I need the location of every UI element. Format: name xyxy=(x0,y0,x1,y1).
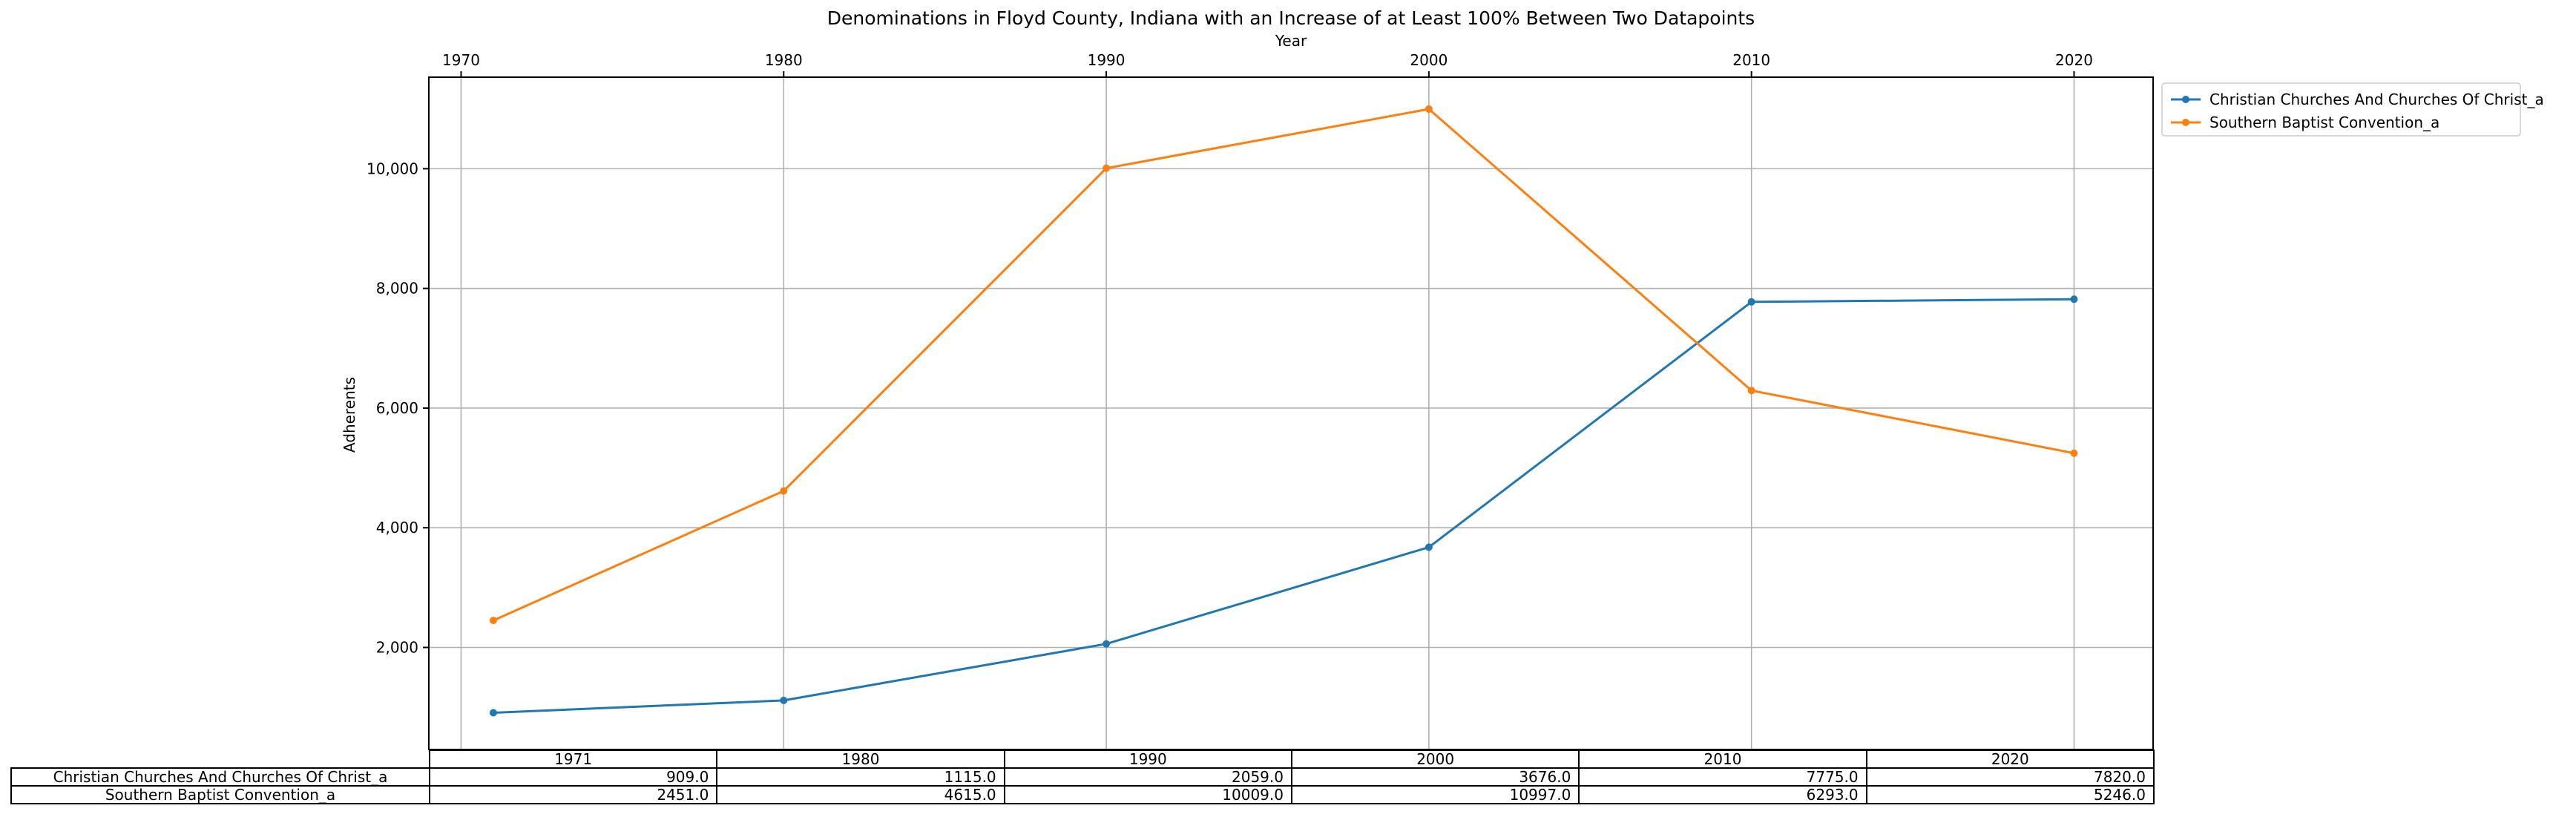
table-header-row: 1971 1980 1990 2000 2010 2020 xyxy=(11,749,2155,769)
legend: Christian Churches And Churches Of Chris… xyxy=(2161,82,2544,137)
y-tick-label: 2,000 xyxy=(376,639,418,657)
table-cell: 10009.0 xyxy=(1003,785,1292,804)
table-row: Christian Churches And Churches Of Chris… xyxy=(10,767,2155,787)
legend-swatch-marker xyxy=(2182,96,2189,103)
table-column-header: 1990 xyxy=(1003,749,1292,769)
data-point xyxy=(1747,298,1755,306)
x-tick-label: 1980 xyxy=(765,51,803,69)
table-row-label: Christian Churches And Churches Of Chris… xyxy=(10,767,430,787)
data-point xyxy=(1425,543,1433,551)
series-line-1 xyxy=(493,298,2074,714)
x-tick-label: 2000 xyxy=(1410,51,1448,69)
table-cell: 3676.0 xyxy=(1290,767,1580,787)
x-tick-label: 1990 xyxy=(1088,51,1126,69)
plot-frame xyxy=(428,76,2154,750)
y-tick-label: 8,000 xyxy=(376,280,418,298)
table-row-label: Southern Baptist Convention_a xyxy=(10,785,430,804)
data-point xyxy=(1747,387,1755,395)
table-cell: 10997.0 xyxy=(1290,785,1580,804)
data-table: 1971 1980 1990 2000 2010 2020 Christian Church… xyxy=(10,749,2155,804)
x-tick-label: 2020 xyxy=(2055,51,2093,69)
data-point xyxy=(780,487,788,495)
table-cell: 4615.0 xyxy=(716,785,1005,804)
data-point xyxy=(489,709,497,717)
legend-box xyxy=(2161,82,2521,137)
table-cell: 6293.0 xyxy=(1578,785,1867,804)
data-point xyxy=(1103,640,1111,648)
table-column-header: 2000 xyxy=(1290,749,1580,769)
table-row: Southern Baptist Convention_a 2451.0 4615.… xyxy=(10,785,2155,804)
table-column-header: 2010 xyxy=(1578,749,1867,769)
table-column-header: 2020 xyxy=(1865,749,2155,769)
table-cell: 2451.0 xyxy=(428,785,718,804)
y-tick-label: 10,000 xyxy=(367,160,418,177)
table-cell: 1115.0 xyxy=(716,767,1005,787)
data-point xyxy=(2070,449,2078,457)
table-cell: 2059.0 xyxy=(1003,767,1292,787)
table-cell: 5246.0 xyxy=(1865,785,2155,804)
grid-lines xyxy=(429,77,2153,749)
x-tick-label: 1970 xyxy=(442,51,480,69)
y-axis-label: Adherents xyxy=(341,377,358,453)
x-tick-label: 2010 xyxy=(1732,51,1770,69)
y-tick-label: 4,000 xyxy=(376,519,418,537)
table-cell: 7820.0 xyxy=(1865,767,2155,787)
table-cell: 909.0 xyxy=(428,767,718,787)
legend-swatch-marker xyxy=(2182,119,2189,126)
data-table-container: 1971 1980 1990 2000 2010 2020 Christian Church… xyxy=(10,749,2155,804)
table-column-header: 1980 xyxy=(716,749,1005,769)
data-point xyxy=(1103,164,1111,172)
axis-ticks: 1970 1980 1990 2000 2010 2020 2,000 4,000 6,000 8… xyxy=(367,51,2093,657)
series-line-2 xyxy=(493,108,2074,622)
y-tick-label: 6,000 xyxy=(376,399,418,417)
data-point xyxy=(780,696,788,704)
table-corner-cell xyxy=(11,750,430,768)
x-axis-label: Year xyxy=(1275,32,1307,50)
table-cell: 7775.0 xyxy=(1578,767,1867,787)
data-point xyxy=(489,617,497,625)
legend-entry-label: Southern Baptist Convention_a xyxy=(2209,114,2439,131)
legend-entry-label: Christian Churches And Churches Of Chris… xyxy=(2209,91,2544,108)
data-point xyxy=(2070,295,2078,303)
table-column-header: 1971 xyxy=(428,749,718,769)
chart-title: Denominations in Floyd County, Indiana w… xyxy=(827,7,1755,29)
series-lines xyxy=(489,105,2078,717)
data-point xyxy=(1425,105,1433,113)
